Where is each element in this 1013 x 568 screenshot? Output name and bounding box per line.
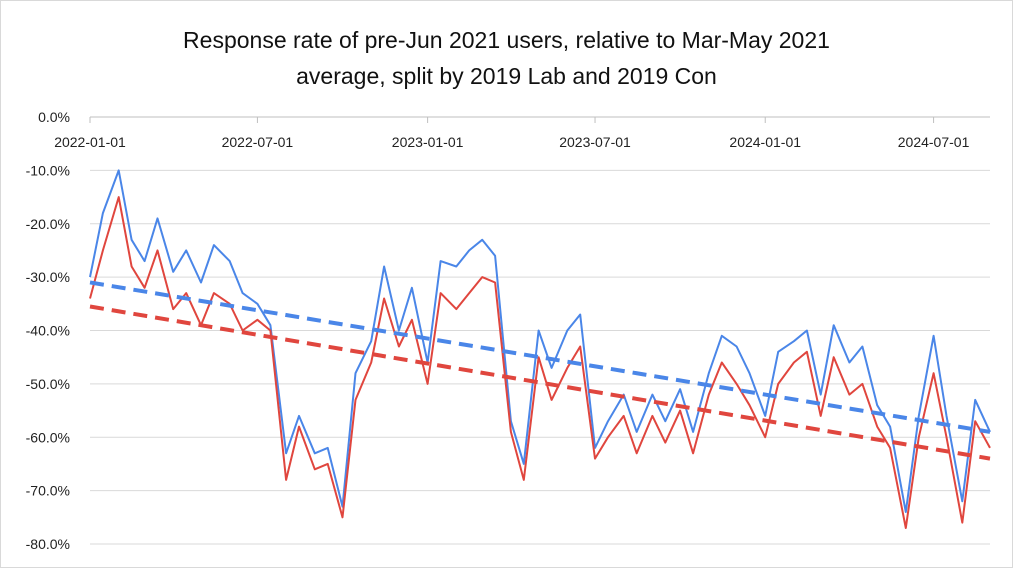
x-tick-label: 2023-07-01 xyxy=(559,134,631,150)
y-tick-label: -50.0% xyxy=(26,376,70,392)
series-line-1 xyxy=(89,169,991,513)
y-tick-label: -60.0% xyxy=(26,429,70,445)
x-tick-label: 2022-01-01 xyxy=(54,134,126,150)
trendline-1 xyxy=(89,280,991,434)
trendline-2 xyxy=(89,304,991,461)
chart-title-line-2: average, split by 2019 Lab and 2019 Con xyxy=(296,63,717,89)
series-line-2 xyxy=(89,196,991,529)
y-tick-label: -10.0% xyxy=(26,162,70,178)
y-tick-label: 0.0% xyxy=(38,109,70,125)
x-tick-label: 2024-01-01 xyxy=(729,134,801,150)
y-tick-label: -20.0% xyxy=(26,216,70,232)
chart-title-line-1: Response rate of pre-Jun 2021 users, rel… xyxy=(183,27,830,53)
y-tick-label: -70.0% xyxy=(26,483,70,499)
x-tick-label: 2023-01-01 xyxy=(392,134,464,150)
y-tick-label: -30.0% xyxy=(26,269,70,285)
x-tick-label: 2022-07-01 xyxy=(222,134,294,150)
y-tick-label: -80.0% xyxy=(26,536,70,552)
x-tick-label: 2024-07-01 xyxy=(898,134,970,150)
y-tick-label: -40.0% xyxy=(26,323,70,339)
chart-title: Response rate of pre-Jun 2021 users, rel… xyxy=(0,22,1013,94)
